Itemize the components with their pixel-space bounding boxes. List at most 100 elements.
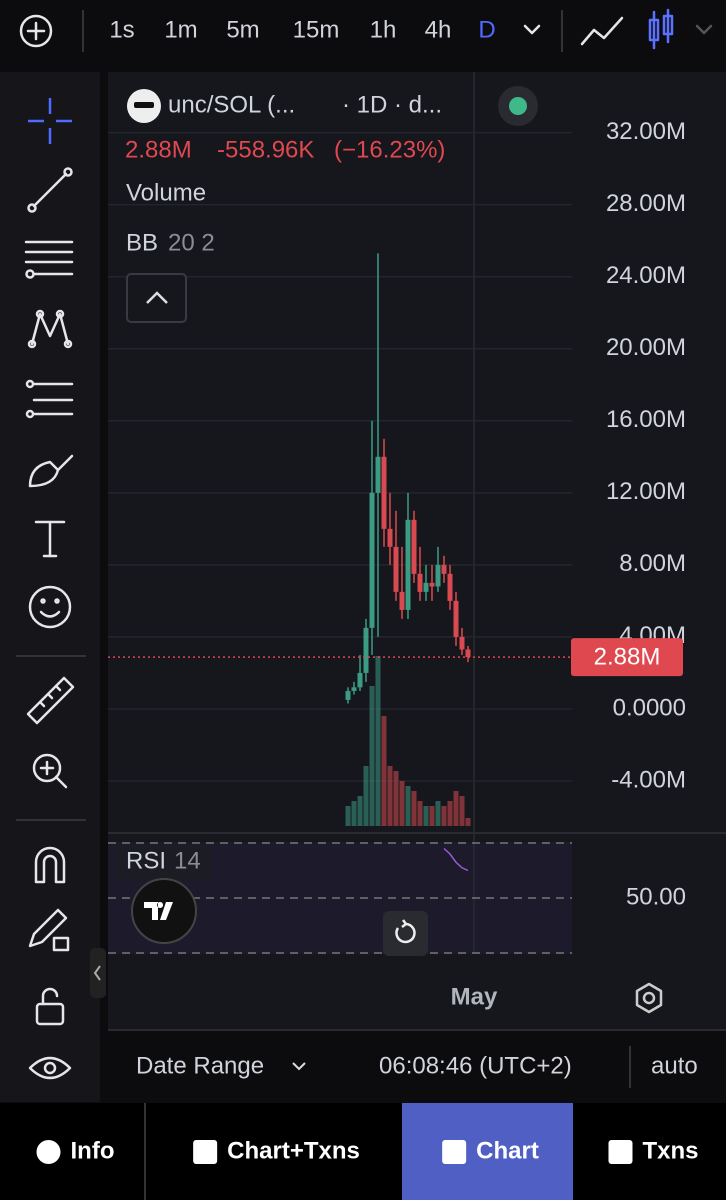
y-tick-label: 20.00M	[606, 334, 686, 361]
interval-button[interactable]: 1s	[109, 16, 134, 43]
tab-icon	[36, 1140, 61, 1164]
trend-line-tool[interactable]	[27, 167, 73, 213]
candle-body	[465, 649, 471, 658]
y-tick-label: 24.00M	[606, 262, 686, 289]
bb-params: 20 2	[168, 229, 215, 256]
crosshair-tool[interactable]	[28, 98, 72, 144]
volume-bar	[375, 656, 381, 826]
volume-bar	[381, 716, 387, 826]
settings-button[interactable]	[635, 982, 663, 1014]
candle-body	[363, 627, 369, 673]
brush-tool[interactable]	[28, 454, 74, 488]
legend-price: 2.88M	[125, 136, 192, 163]
zoom-tool[interactable]	[32, 753, 68, 789]
status-dot	[509, 97, 527, 115]
symbol: unc/SOL (...	[168, 91, 295, 118]
volume-bar	[447, 801, 453, 826]
chart-dropdown[interactable]	[695, 24, 713, 35]
candle-body	[453, 600, 459, 637]
scale-mode[interactable]: auto	[651, 1052, 698, 1079]
volume-bar	[417, 801, 423, 826]
interval-button[interactable]: 15m	[293, 16, 340, 43]
last-price-label: 2.88M	[594, 643, 661, 670]
fib-tool[interactable]	[24, 240, 74, 279]
volume-bar	[393, 771, 399, 826]
add-button[interactable]	[19, 14, 53, 48]
y-tick-label: 28.00M	[606, 190, 686, 217]
forecast-tool[interactable]	[25, 379, 74, 419]
emoji-tool[interactable]	[28, 585, 72, 629]
volume-bar	[345, 806, 351, 826]
rsi-label: RSI	[126, 847, 166, 874]
volume-bar	[465, 818, 471, 826]
legend-change: -558.96K	[217, 136, 314, 163]
volume-bar	[429, 806, 435, 826]
volume-bar	[435, 801, 441, 826]
tab[interactable]	[145, 1103, 402, 1200]
volume-bar	[351, 801, 357, 826]
candle-body	[417, 573, 423, 592]
volume-label: Volume	[126, 179, 206, 206]
collapse-handle[interactable]	[90, 948, 106, 998]
candle-body	[435, 564, 441, 587]
candle-body	[423, 582, 429, 592]
tab[interactable]	[0, 1103, 145, 1200]
candle-body	[429, 582, 435, 587]
interval-button[interactable]: 5m	[226, 16, 259, 43]
y-tick-label: 32.00M	[606, 118, 686, 145]
tab[interactable]	[402, 1103, 573, 1200]
reset-button[interactable]	[383, 911, 428, 956]
y-tick-label: 0.0000	[613, 694, 686, 721]
volume-bar	[459, 796, 465, 826]
collapse-legend-icon	[146, 291, 168, 304]
tab[interactable]	[575, 1103, 726, 1200]
interval-button[interactable]: D	[478, 16, 495, 43]
volume-bar	[369, 686, 375, 826]
interval-button[interactable]: 1h	[370, 16, 397, 43]
text-tool[interactable]	[34, 520, 66, 558]
volume-bar	[423, 806, 429, 826]
tab-icon	[442, 1140, 467, 1164]
date-range-button[interactable]: Date Range	[136, 1052, 264, 1079]
rsi-line	[443, 847, 469, 872]
plot: 32.00M 28.00M 24.00M 20.00M 16.00M 12.00M 8.00…	[108, 118, 686, 826]
tab-icon	[608, 1140, 633, 1164]
candle-body	[375, 456, 381, 493]
tradingview-logo-mark	[144, 902, 173, 920]
candle-body	[411, 519, 417, 574]
interval-meta: · 1D · d...	[342, 91, 442, 118]
lock-tool[interactable]	[35, 987, 65, 1026]
magnet-tool[interactable]	[34, 846, 66, 884]
visibility-tool[interactable]	[28, 1056, 72, 1080]
y-tick-label: -4.00M	[611, 766, 686, 793]
line-chart-button[interactable]	[580, 16, 624, 46]
candle-body	[441, 564, 447, 574]
date-range-dropdown	[292, 1062, 306, 1071]
interval-list: 1s 1m 5m 15m 1h 4h D	[109, 16, 495, 43]
y-tick-label: 8.00M	[619, 550, 686, 577]
rsi-legend-bg	[116, 845, 212, 881]
candle-body	[399, 591, 405, 610]
candle-body	[393, 546, 399, 592]
tab-label: Txns	[642, 1137, 698, 1164]
lock-draw-tool[interactable]	[28, 908, 70, 952]
candle-body	[381, 456, 387, 529]
volume-bar	[363, 766, 369, 826]
pattern-tool[interactable]	[27, 309, 73, 349]
volume-bar	[405, 786, 411, 826]
tab-label: Info	[71, 1137, 115, 1164]
ruler-tool[interactable]	[26, 676, 75, 725]
interval-dropdown[interactable]	[523, 24, 541, 35]
volume-bar	[453, 791, 459, 826]
interval-button[interactable]: 4h	[425, 16, 452, 43]
collapse-legend[interactable]	[126, 273, 187, 323]
reset-icon	[395, 919, 416, 944]
interval-button[interactable]: 1m	[164, 16, 197, 43]
candle-body	[369, 492, 375, 628]
candle-body	[459, 636, 465, 650]
rsi-tick-label: 50.00	[626, 883, 686, 910]
rsi-period: 14	[174, 847, 201, 874]
top-bar	[0, 0, 726, 64]
candle-body	[447, 573, 453, 601]
candle-chart-button[interactable]	[648, 8, 674, 50]
